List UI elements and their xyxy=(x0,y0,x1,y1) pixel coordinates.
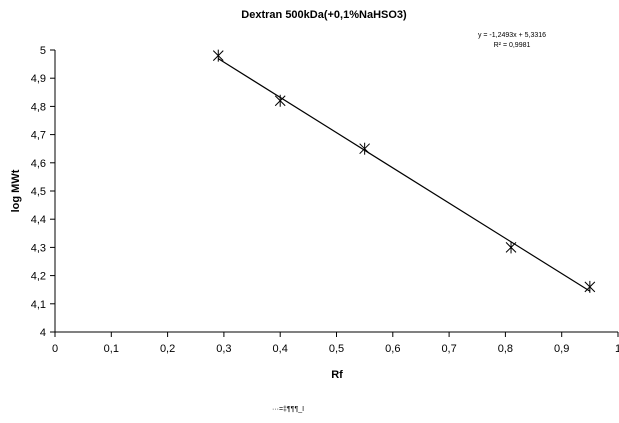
y-tick-label: 4,7 xyxy=(31,130,46,142)
trendline-r-squared: R² = 0,9981 xyxy=(494,42,531,49)
x-tick-label: 0,7 xyxy=(441,343,456,355)
x-tick-label: 0,8 xyxy=(498,343,513,355)
x-tick-label: 0,9 xyxy=(554,343,569,355)
y-tick-label: 4,5 xyxy=(31,186,46,198)
y-tick-label: 4,1 xyxy=(31,299,46,311)
y-axis-label: log MWt xyxy=(10,169,22,212)
data-point xyxy=(584,280,596,293)
x-tick-label: 0,2 xyxy=(160,343,175,355)
y-tick-label: 4,6 xyxy=(31,158,46,170)
x-tick-label: 0 xyxy=(52,343,58,355)
legend-label: ···=‡¶¶¶_I xyxy=(272,406,304,413)
trendline-equation: y = -1,2493x + 5,3316 xyxy=(478,32,546,39)
y-tick-label: 4,3 xyxy=(31,242,46,254)
y-tick-label: 4,4 xyxy=(31,214,46,226)
y-tick-label: 4,8 xyxy=(31,101,46,113)
chart-title: Dextran 500kDa(+0,1%NaHSO3) xyxy=(241,9,407,21)
x-tick-label: 0,5 xyxy=(329,343,344,355)
axes xyxy=(54,50,618,333)
y-axis-ticks: 4 4,1 4,2 4,3 4,4 4,5 4,6 4,7 4,8 4,9 5 xyxy=(31,45,55,339)
x-axis-label: Rf xyxy=(331,369,343,381)
data-point xyxy=(505,241,517,254)
y-tick-label: 4,9 xyxy=(31,73,46,85)
data-point xyxy=(359,142,371,155)
x-tick-label: 1 xyxy=(615,343,619,355)
x-axis-ticks: 0 0,1 0,2 0,3 0,4 0,5 0,6 0,7 0,8 0,9 1 xyxy=(52,332,619,355)
trendline xyxy=(217,58,591,292)
data-point xyxy=(212,49,224,62)
y-tick-label: 5 xyxy=(40,45,46,57)
y-tick-label: 4,2 xyxy=(31,271,46,283)
x-tick-label: 0,4 xyxy=(273,343,288,355)
x-tick-label: 0,1 xyxy=(104,343,119,355)
x-tick-label: 0,6 xyxy=(385,343,400,355)
x-tick-label: 0,3 xyxy=(216,343,231,355)
y-tick-label: 4 xyxy=(40,327,46,339)
data-point xyxy=(274,94,286,107)
data-points xyxy=(212,49,596,293)
